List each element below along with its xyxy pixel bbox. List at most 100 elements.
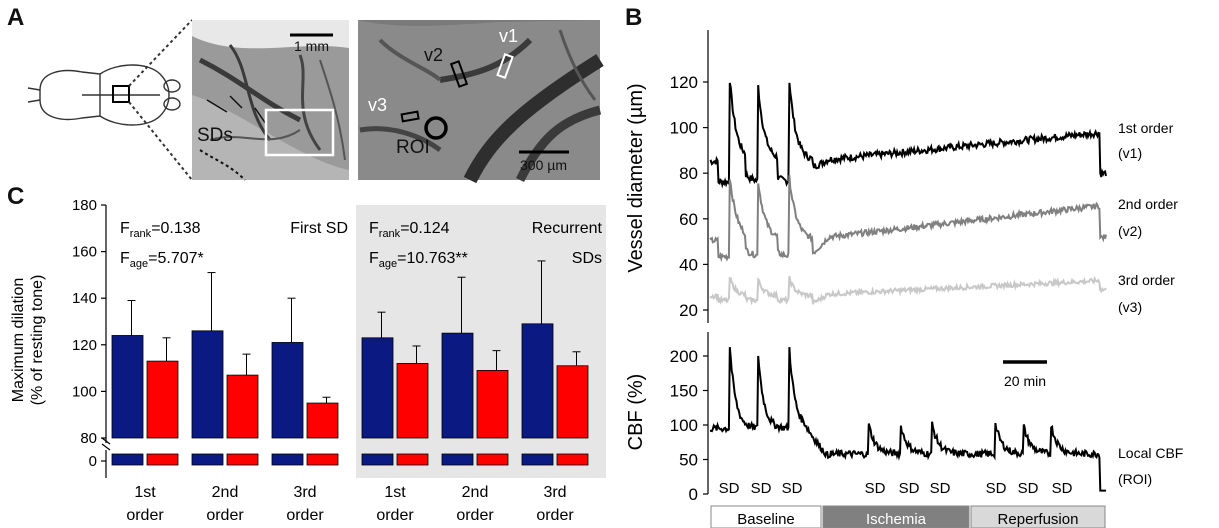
- bar: [226, 374, 259, 439]
- sd-arrow-icon: [206, 99, 228, 113]
- y-tick-label: 100: [72, 383, 97, 400]
- y-tick-label: 20: [679, 301, 698, 320]
- bar: [476, 370, 509, 439]
- y-tick-label: 140: [72, 290, 97, 307]
- sd-marker: SD: [719, 480, 740, 497]
- y-tick-label: 60: [679, 210, 698, 229]
- sd-marker: SD: [930, 480, 951, 497]
- x-tick-label: 2nd: [212, 484, 239, 501]
- x-tick-label: 2nd: [462, 484, 489, 501]
- svg-text:(% of resting tone): (% of resting tone): [29, 275, 46, 406]
- vessel-label-v1: v1: [499, 26, 519, 46]
- y-tick-label: 200: [670, 347, 698, 366]
- micrograph-zoom: [358, 20, 604, 184]
- phase-bar: [970, 505, 1106, 528]
- x-tick-label: 3rd: [293, 484, 316, 501]
- svg-text:Fage=10.763**: Fage=10.763**: [369, 250, 468, 270]
- x-tick-label: order: [206, 507, 244, 524]
- y-tick-label: 150: [670, 382, 698, 401]
- v2-label-line1: 2nd order: [1118, 196, 1178, 212]
- vessel-box-v2: [449, 60, 469, 88]
- bar-base: [226, 453, 259, 466]
- cbf-label-line2: (ROI): [1118, 471, 1152, 487]
- y-tick-label: 40: [679, 255, 698, 274]
- sd-front-line: [199, 149, 246, 181]
- y-tick-label: 100: [670, 416, 698, 435]
- bar-base: [361, 453, 394, 466]
- cbf-ylabel: CBF (%): [625, 374, 647, 451]
- phase-label: Ischemia: [866, 511, 927, 528]
- cbf-axis: 0 50 100 150 200 CBF (%): [625, 332, 709, 504]
- mouse-brain-schematic: [27, 64, 181, 126]
- roi-label: ROI: [396, 137, 430, 158]
- trace-v1: [709, 82, 1107, 189]
- recurrent-sds-annotations: Frank=0.124 Fage=10.763** Recurrent SDs: [369, 220, 603, 270]
- v1-label-line2: (v1): [1118, 145, 1142, 161]
- panel-a: [27, 19, 604, 184]
- bar: [191, 330, 224, 439]
- x-tick-label: order: [376, 507, 414, 524]
- bar: [271, 342, 304, 439]
- svg-text:First SD: First SD: [290, 220, 348, 237]
- x-tick-label: 3rd: [543, 484, 566, 501]
- sd-arrow-icon: [254, 107, 267, 125]
- vessel-label-v2: v2: [424, 45, 444, 65]
- bar-base: [146, 453, 179, 466]
- axis-break-mark: [101, 443, 111, 451]
- sd-marker: SD: [782, 480, 803, 497]
- sd-marker: SD: [899, 480, 920, 497]
- phase-bar: [822, 505, 970, 528]
- y-axis-label: Maximum dilation (% of resting tone): [10, 275, 46, 406]
- bar: [441, 332, 474, 439]
- bar: [396, 363, 429, 439]
- y-tick-label: 160: [72, 244, 97, 261]
- trace-v2: [709, 175, 1107, 263]
- x-tick-label: 1st: [384, 484, 406, 501]
- y-tick-label: 50: [679, 451, 698, 470]
- bar-base: [111, 453, 144, 466]
- v2-label-line2: (v2): [1118, 223, 1142, 239]
- svg-text:SDs: SDs: [572, 250, 602, 267]
- bar-base: [556, 453, 589, 466]
- svg-text:Frank=0.138: Frank=0.138: [120, 220, 201, 240]
- panel-letter-a: A: [7, 4, 25, 31]
- panel-b-chart: 20 40 60 80 100 120 Vessel diameter (µm) 0 50 1…: [625, 30, 1183, 528]
- sd-marker: SD: [1018, 480, 1039, 497]
- scale-label-1mm: 1 mm: [294, 38, 329, 54]
- sds-label: SDs: [197, 125, 233, 146]
- series-labels: 1st order (v1) 2nd order (v2) 3rd order …: [1118, 120, 1183, 487]
- svg-text:Frank=0.124: Frank=0.124: [369, 220, 450, 240]
- bar: [146, 360, 179, 439]
- brain-region-box: [112, 85, 130, 103]
- panel-letter-b: B: [625, 4, 643, 31]
- trace-cbf: [709, 347, 1106, 492]
- x-tick-label: order: [456, 507, 494, 524]
- vessel-label-v3: v3: [368, 95, 388, 115]
- y-tick-label: 0: [89, 453, 97, 470]
- svg-text:Maximum dilation: Maximum dilation: [10, 278, 27, 402]
- v3-label-line2: (v3): [1118, 299, 1142, 315]
- bar: [111, 335, 144, 439]
- v3-label-line1: 3rd order: [1118, 272, 1175, 288]
- zoom-region-box: [264, 108, 335, 157]
- time-scale-bar: 20 min: [1003, 360, 1047, 389]
- bar: [361, 337, 394, 439]
- svg-text:Fage=5.707*: Fage=5.707*: [120, 250, 204, 270]
- zoom-line-bottom: [128, 101, 193, 181]
- y-tick-label: 120: [670, 73, 698, 92]
- scale-label-300um: 300 µm: [520, 157, 567, 173]
- y-tick-label: 120: [72, 337, 97, 354]
- bar-base: [521, 453, 554, 466]
- v1-label-line1: 1st order: [1118, 120, 1174, 136]
- vessel-box-v3: [400, 110, 420, 123]
- bar-base: [271, 453, 304, 466]
- svg-text:Recurrent: Recurrent: [532, 220, 603, 237]
- vessel-box-v1: [496, 53, 514, 79]
- zoom-line-top: [128, 19, 193, 87]
- y-axis: [101, 205, 111, 478]
- vessel-diameter-axis: 20 40 60 80 100 120 Vessel diameter (µm): [625, 30, 709, 323]
- x-tick-label: 1st: [134, 484, 156, 501]
- x-tick-label: order: [536, 507, 574, 524]
- bar-base: [476, 453, 509, 466]
- y-tick-label: 180: [72, 197, 97, 214]
